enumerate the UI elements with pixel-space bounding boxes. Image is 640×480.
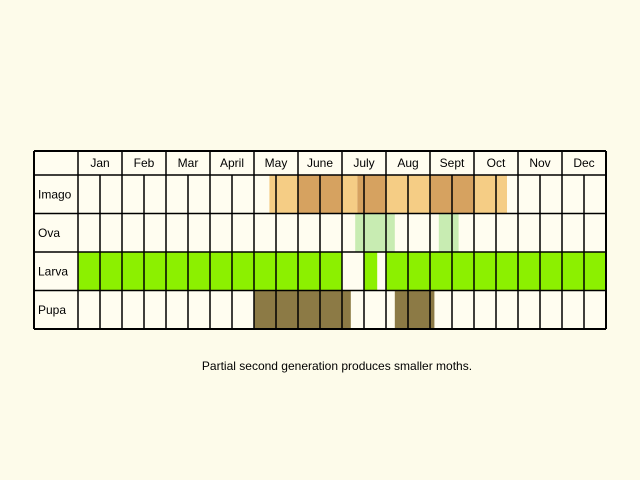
month-label-may: May [265,156,288,170]
stage-label-imago: Imago [38,187,72,201]
stage-label-larva: Larva [38,264,68,278]
month-label-jan: Jan [90,156,109,170]
stage-bar-ova-0 [355,213,395,252]
month-label-april: April [220,156,244,170]
chart-caption: Partial second generation produces small… [201,359,473,373]
stage-bar-larva-1 [364,252,378,291]
stage-label-ova: Ova [38,226,60,240]
stage-bar-ova-1 [438,213,459,252]
month-label-june: June [307,156,333,170]
stage-bar-pupa-1 [394,290,435,329]
stage-bar-pupa-0 [254,290,351,329]
month-label-mar: Mar [178,156,199,170]
month-label-aug: Aug [397,156,418,170]
stage-bar-imago-0 [269,175,298,214]
stage-label-pupa: Pupa [38,303,66,317]
month-label-dec: Dec [573,156,594,170]
month-label-sept: Sept [440,156,465,170]
month-label-nov: Nov [529,156,550,170]
month-label-oct: Oct [487,156,506,170]
stage-bar-imago-3 [357,175,386,214]
stage-bar-imago-6 [474,175,507,214]
month-label-july: July [353,156,374,170]
month-label-feb: Feb [134,156,155,170]
stage-bar-imago-2 [342,175,358,214]
